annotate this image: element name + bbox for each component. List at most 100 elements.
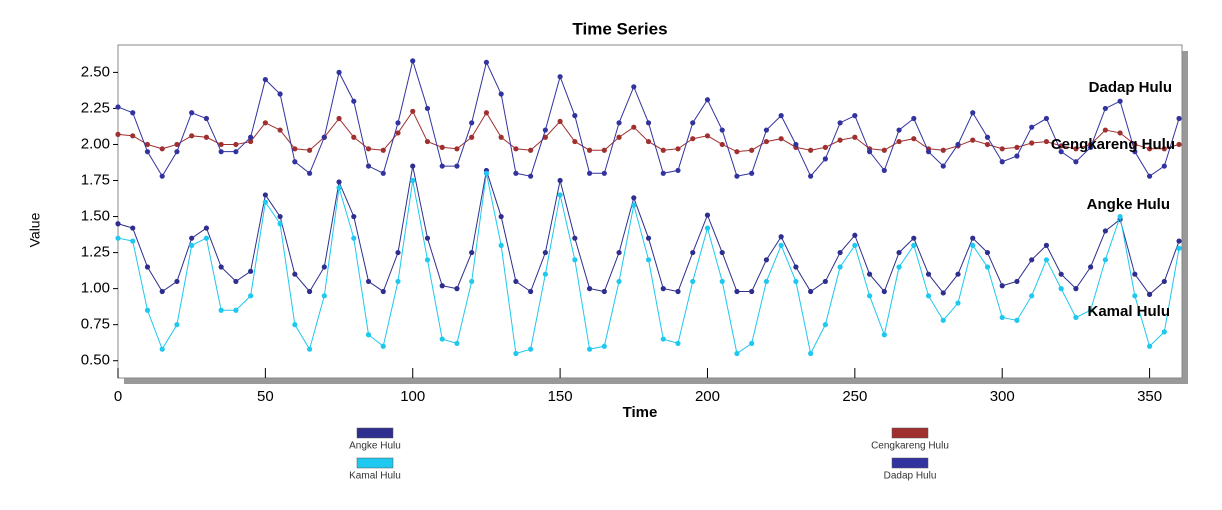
legend-swatch: [891, 427, 929, 439]
data-point: [336, 185, 342, 191]
legend-label: Dadap Hulu: [884, 471, 937, 482]
data-point: [896, 249, 902, 256]
data-point: [970, 242, 976, 248]
data-point: [631, 84, 637, 90]
data-point: [925, 149, 932, 155]
x-tick-label: 100: [400, 388, 425, 405]
data-point: [424, 138, 431, 145]
legend-label: Angke Hulu: [349, 441, 401, 452]
data-point: [189, 133, 195, 139]
data-point: [336, 179, 342, 185]
data-point: [189, 110, 195, 116]
data-point: [852, 232, 858, 238]
data-point: [262, 199, 268, 205]
data-point: [572, 235, 578, 241]
data-point: [734, 288, 740, 295]
data-point: [542, 127, 548, 133]
x-tick-label: 200: [695, 388, 720, 405]
data-point: [218, 141, 224, 148]
data-point: [734, 350, 740, 357]
data-point: [262, 76, 268, 83]
data-point: [808, 147, 814, 153]
data-point: [248, 134, 254, 140]
data-point: [925, 271, 932, 277]
data-point: [277, 127, 283, 133]
data-point: [498, 213, 504, 220]
data-point: [174, 278, 180, 285]
data-point: [557, 118, 563, 125]
data-point: [439, 336, 445, 342]
data-point: [306, 288, 313, 295]
legend-swatch: [356, 457, 394, 469]
data-point: [233, 149, 239, 155]
data-point: [690, 278, 696, 285]
data-point: [1146, 291, 1153, 297]
data-point: [130, 110, 136, 116]
data-point: [1176, 245, 1182, 251]
data-point: [586, 346, 593, 352]
data-point: [292, 271, 298, 277]
data-point: [896, 138, 902, 145]
data-point: [881, 288, 887, 295]
data-point: [660, 336, 666, 342]
data-point: [837, 264, 843, 270]
series-annotation: Angke Hulu: [1087, 196, 1170, 213]
legend-swatch: [891, 457, 929, 469]
data-point: [601, 170, 607, 176]
data-point: [1043, 257, 1050, 263]
data-point: [424, 105, 431, 112]
plot-area: [117, 44, 1183, 379]
data-point: [675, 146, 681, 152]
data-point: [1102, 257, 1108, 263]
data-point: [601, 147, 607, 153]
data-point: [793, 264, 799, 270]
data-point: [793, 141, 799, 148]
chart-title: Time Series: [572, 19, 667, 38]
data-point: [557, 74, 563, 80]
data-point: [115, 235, 121, 241]
data-point: [778, 242, 784, 248]
data-point: [395, 278, 401, 285]
data-point: [203, 134, 210, 140]
data-point: [704, 133, 711, 139]
data-point: [1132, 271, 1138, 277]
data-point: [469, 278, 475, 285]
data-point: [586, 147, 593, 153]
data-point: [631, 202, 637, 208]
data-point: [896, 127, 902, 133]
data-point: [144, 307, 151, 313]
data-point: [896, 264, 902, 270]
data-point: [144, 149, 151, 155]
data-point: [336, 69, 342, 75]
data-point: [984, 264, 991, 270]
data-point: [675, 167, 681, 174]
data-point: [189, 235, 195, 241]
data-point: [395, 130, 401, 136]
data-point: [542, 271, 548, 277]
data-point: [866, 293, 873, 299]
data-point: [203, 225, 210, 231]
y-tick-label: 1.00: [81, 280, 110, 297]
data-point: [999, 146, 1005, 152]
data-point: [365, 146, 372, 152]
data-point: [616, 249, 622, 256]
x-tick-label: 350: [1137, 388, 1162, 405]
data-point: [233, 307, 239, 313]
data-point: [262, 192, 268, 198]
data-point: [130, 133, 136, 139]
data-point: [808, 288, 814, 295]
data-point: [704, 97, 711, 103]
data-point: [675, 288, 681, 295]
data-point: [454, 286, 460, 292]
data-point: [513, 146, 519, 152]
data-point: [1161, 278, 1167, 285]
data-point: [351, 134, 357, 140]
data-point: [631, 124, 637, 130]
data-point: [424, 235, 431, 241]
data-point: [984, 141, 991, 148]
data-point: [498, 91, 504, 97]
data-point: [778, 234, 784, 240]
data-point: [189, 242, 195, 248]
data-point: [1014, 144, 1020, 150]
data-point: [513, 170, 519, 176]
